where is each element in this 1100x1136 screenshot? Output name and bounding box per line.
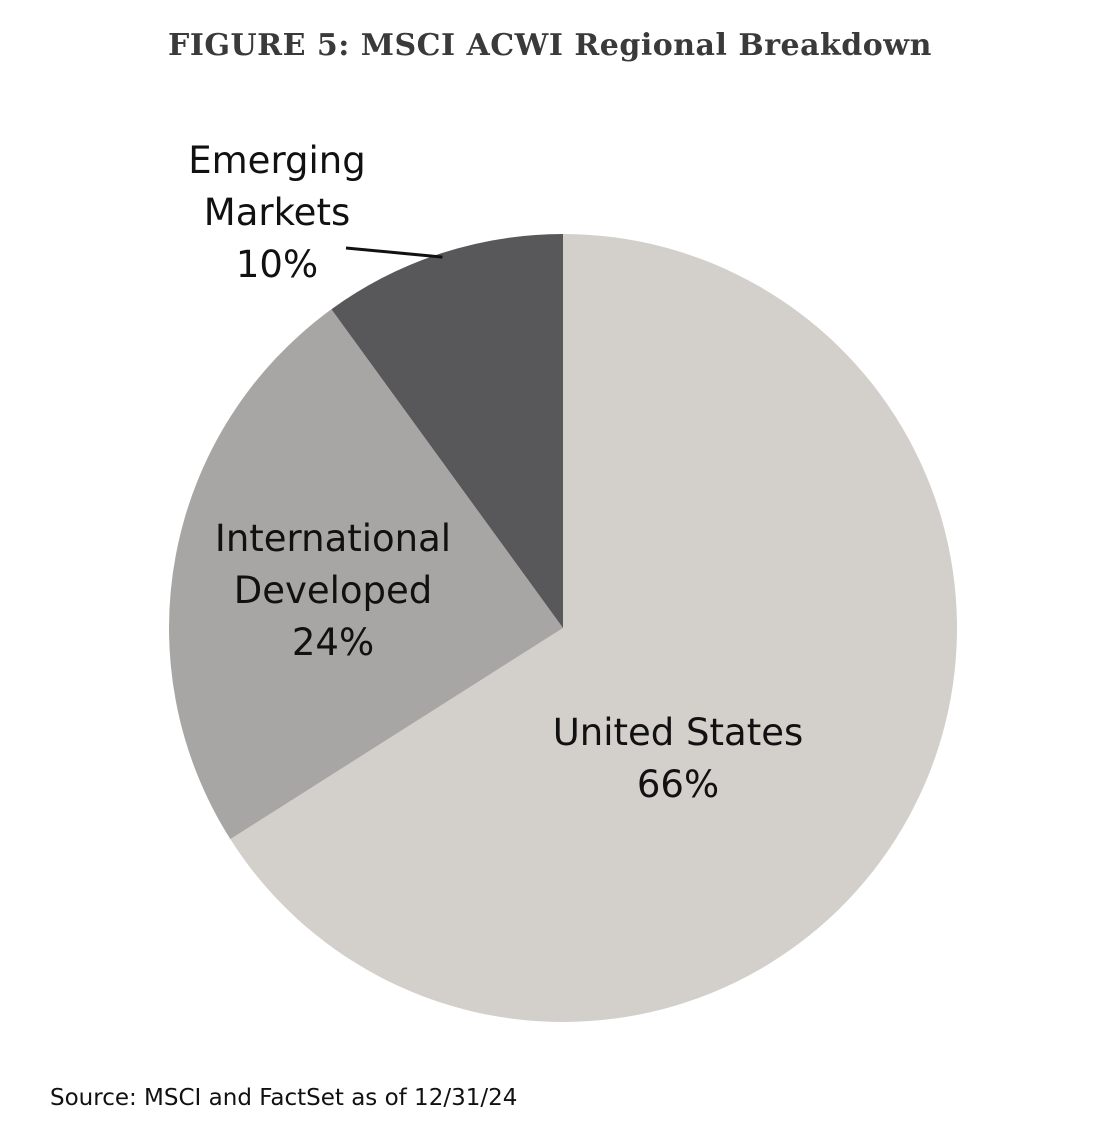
slice-label-line: 66% [637,763,719,806]
slice-label-line: Markets [204,191,350,234]
pie-slice-international-developed [168,309,564,840]
slice-label-line: 24% [292,621,374,664]
slice-label-international-developed: International Developed 24% [215,517,451,664]
slice-label-line: Developed [234,569,433,612]
slice-label-emerging-markets: Emerging Markets 10% [188,139,365,286]
slice-label-line: United States [553,711,804,754]
leader-line-emerging-markets [345,246,443,259]
pie-slice-emerging-markets [331,234,563,628]
chart-title: FIGURE 5: MSCI ACWI Regional Breakdown [168,28,932,63]
slice-label-line: International [215,517,451,560]
slice-label-line: 10% [236,243,318,286]
source-note: Source: MSCI and FactSet as of 12/31/24 [50,1085,518,1111]
slice-label-united-states: United States 66% [553,711,804,806]
slice-label-line: Emerging [188,139,365,182]
pie-slice-united-states [230,234,958,1022]
